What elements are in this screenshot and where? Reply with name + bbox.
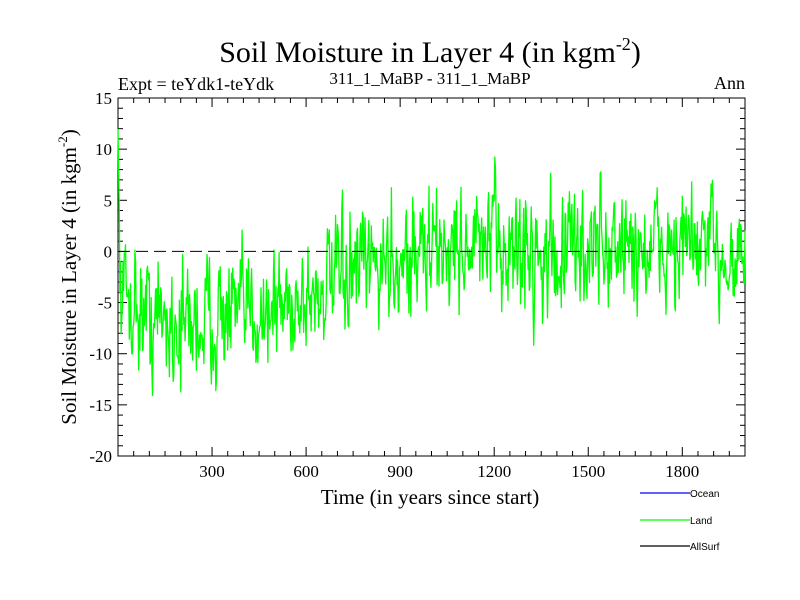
season-label: Ann [714,73,745,93]
x-tick-label: 1500 [571,462,605,481]
y-tick-label: -10 [89,345,112,364]
x-tick-label: 1800 [665,462,699,481]
y-tick-label: -20 [89,447,112,466]
x-tick-label: 900 [387,462,413,481]
y-tick-label: 10 [95,140,112,159]
y-tick-label: 5 [104,191,113,210]
y-tick-label: 0 [104,242,113,261]
x-tick-labels: 300 600 900 1200 1500 1800 [199,462,699,481]
y-tick-label: 15 [95,89,112,108]
legend-label-ocean: Ocean [690,489,719,500]
period-label: 311_1_MaBP - 311_1_MaBP [329,69,530,88]
y-tick-label: -15 [89,396,112,415]
x-tick-label: 600 [293,462,319,481]
y-tick-label: -5 [98,294,112,313]
chart-title: Soil Moisture in Layer 4 (in kgm-2) [219,34,641,69]
experiment-label: Expt = teYdk1-teYdk [118,74,274,94]
x-tick-label: 1200 [477,462,511,481]
legend: Ocean Land AllSurf [640,489,720,553]
axis-ticks [118,97,745,457]
y-axis-label: Soil Moisture in Layer 4 (in kgm-2) [55,129,81,424]
series-line-land [117,128,746,397]
legend-label-land: Land [690,516,712,527]
y-tick-labels: 15 10 5 0 -5 -10 -15 -20 [89,89,112,466]
x-tick-label: 300 [199,462,225,481]
series-group [117,128,746,397]
x-axis-label: Time (in years since start) [321,485,540,509]
legend-label-allsurf: AllSurf [690,542,720,553]
